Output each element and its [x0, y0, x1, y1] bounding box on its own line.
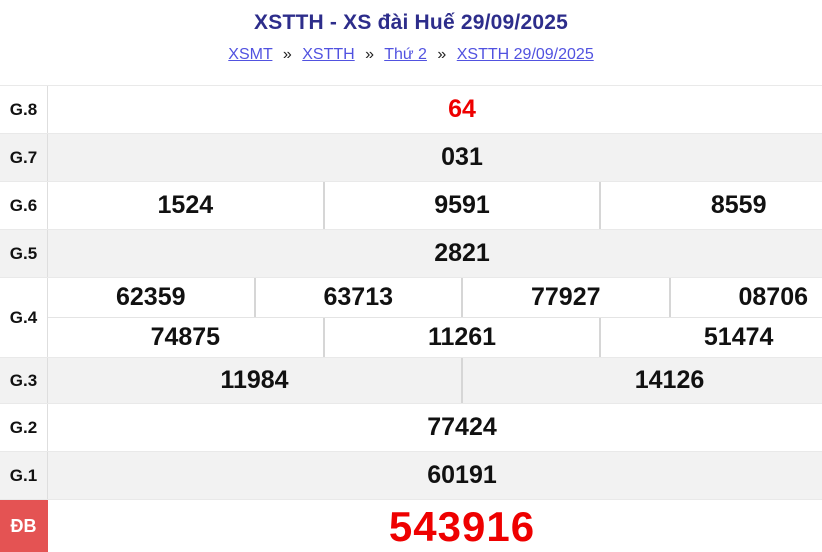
prize-value-g5: 2821 [434, 239, 490, 267]
prize-value-db: 543916 [388, 502, 536, 550]
prize-row-g6: G.6 1524 9591 8559 [0, 182, 822, 230]
prize-label-g6: G.6 [0, 182, 48, 229]
prize-value-g3-1: 11984 [220, 366, 289, 394]
breadcrumb-link-xsmt[interactable]: XSMT [228, 46, 273, 63]
results-table-wrapper: G.8 64 G.7 031 G.6 1524 9591 8559 [0, 85, 822, 552]
prize-row-g4: G.4 62359 63713 77927 08706 74875 11261 … [0, 278, 822, 358]
prize-label-g1: G.1 [0, 452, 48, 499]
prize-value-g4-6: 11261 [322, 318, 600, 357]
prize-row-g5: G.5 2821 [0, 230, 822, 278]
prize-value-g6-1: 1524 [157, 191, 214, 219]
prize-value-g6-3: 8559 [599, 182, 822, 229]
page-title: XSTTH - XS đài Huế 29/09/2025 [254, 11, 568, 34]
prize-row-g8: G.8 64 [0, 86, 822, 134]
breadcrumb-separator: » [437, 46, 447, 63]
prize-value-g7: 031 [441, 143, 483, 171]
prize-label-g7: G.7 [0, 134, 48, 181]
prize-value-g4-5: 74875 [150, 323, 221, 351]
prize-value-g2: 77424 [427, 413, 497, 441]
prize-value-g4-4: 08706 [668, 278, 822, 317]
prize-label-db: ĐB [0, 500, 48, 552]
breadcrumb-separator: » [365, 46, 375, 63]
prize-label-g4: G.4 [0, 278, 48, 357]
breadcrumb-link-xstth-date[interactable]: XSTTH 29/09/2025 [456, 46, 594, 63]
header: XSTTH - XS đài Huế 29/09/2025 XSMT » XST… [0, 0, 822, 85]
breadcrumb-link-thu-2[interactable]: Thứ 2 [384, 46, 427, 63]
prize-label-g2: G.2 [0, 404, 48, 451]
prize-label-g8: G.8 [0, 86, 48, 133]
results-table: G.8 64 G.7 031 G.6 1524 9591 8559 [0, 86, 822, 552]
prize-value-g1: 60191 [427, 461, 497, 489]
prize-row-g1: G.1 60191 [0, 452, 822, 500]
prize-row-g3: G.3 11984 14126 [0, 358, 822, 404]
prize-value-g4-3: 77927 [461, 278, 669, 317]
prize-value-g4-1: 62359 [115, 283, 186, 311]
prize-label-g3: G.3 [0, 358, 48, 403]
prize-row-g2: G.2 77424 [0, 404, 822, 452]
breadcrumb-separator: » [282, 46, 292, 63]
prize-value-g4-2: 63713 [253, 278, 462, 317]
prize-value-g3-2: 14126 [461, 358, 822, 403]
breadcrumb: XSMT » XSTTH » Thứ 2 » XSTTH 29/09/2025 [0, 46, 822, 64]
prize-value-g8: 64 [448, 95, 476, 123]
prize-value-g4-7: 51474 [599, 318, 822, 357]
prize-row-g7: G.7 031 [0, 134, 822, 182]
prize-value-g6-2: 9591 [322, 182, 600, 229]
prize-row-db: ĐB 543916 [0, 500, 822, 552]
breadcrumb-link-xstth[interactable]: XSTTH [302, 46, 355, 63]
prize-label-g5: G.5 [0, 230, 48, 277]
